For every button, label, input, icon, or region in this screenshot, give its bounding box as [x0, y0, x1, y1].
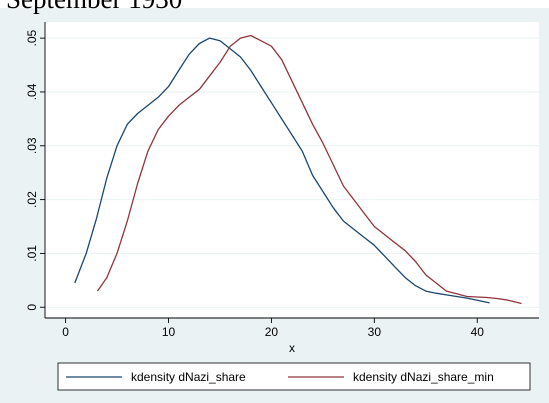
x-tick-label-3: 30: [368, 325, 382, 339]
x-axis-ticks: 0 10 20 30 40: [62, 318, 484, 339]
x-axis-title: x: [289, 341, 295, 355]
legend-label-kdensity-dnazi-share-min: kdensity dNazi_share_min: [353, 370, 494, 384]
gridlines: [45, 37, 539, 308]
y-axis-ticks: 0 .01 .02 .03 .04 .05: [25, 29, 45, 311]
x-tick-label-2: 20: [265, 325, 279, 339]
legend: kdensity dNazi_share kdensity dNazi_shar…: [57, 362, 531, 391]
series-lines: [74, 34, 522, 305]
y-tick-label-1: .01: [25, 245, 39, 262]
x-tick-label-4: 40: [471, 325, 485, 339]
plot-area: [45, 22, 539, 318]
title-strip: [0, 0, 549, 8]
legend-label-kdensity-dnazi-share: kdensity dNazi_share: [131, 370, 246, 384]
axes: [44, 22, 539, 319]
y-tick-label-4: .04: [25, 83, 39, 100]
cropped-title: September 1930: [6, 0, 182, 14]
x-tick-label-1: 10: [162, 325, 176, 339]
y-tick-label-0: 0: [25, 304, 39, 311]
y-tick-label-5: .05: [25, 29, 39, 46]
series-line-kdensity-dnazi-share-min: [96, 34, 522, 305]
x-tick-label-0: 0: [62, 325, 69, 339]
y-tick-label-2: .02: [25, 191, 39, 208]
y-tick-label-3: .03: [25, 137, 39, 154]
series-line-kdensity-dnazi-share: [74, 37, 490, 304]
